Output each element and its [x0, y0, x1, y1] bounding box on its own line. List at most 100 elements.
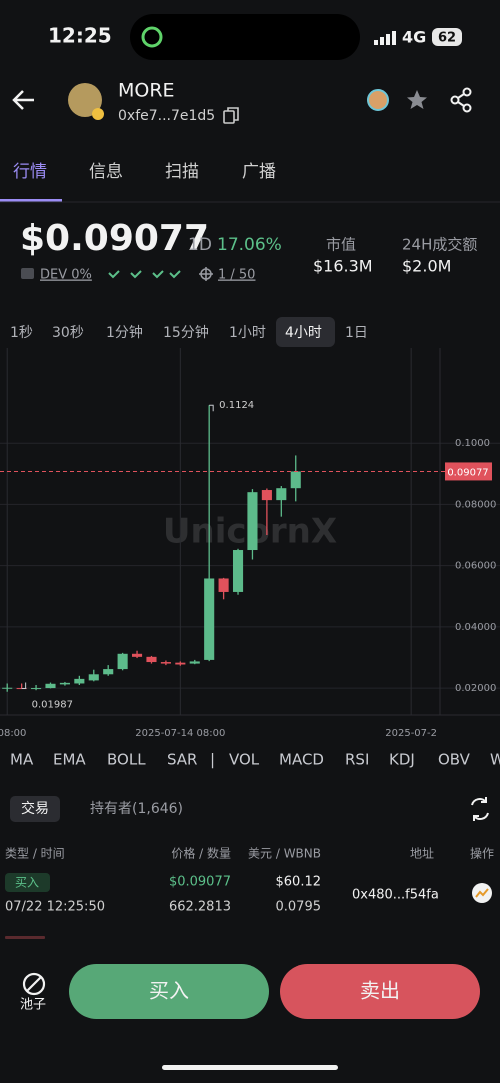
timeframe[interactable]: 1分钟 [106, 324, 143, 341]
current-price-box [445, 462, 492, 481]
indicator[interactable]: MA [10, 751, 34, 769]
action-glyph [475, 888, 489, 898]
volume: $2.0M [402, 257, 451, 276]
table-header: 地址 [410, 847, 434, 861]
candle-body [232, 550, 244, 592]
tab[interactable]: 扫描 [165, 162, 199, 182]
candle-body [247, 492, 258, 551]
pancake-icon[interactable] [367, 89, 389, 111]
buy-button[interactable] [69, 964, 269, 1019]
token-name: MORE [118, 80, 175, 102]
tab-underline [0, 199, 62, 202]
holders-tab[interactable]: 持有者(1,646) [90, 801, 183, 817]
indicator[interactable]: OBV [438, 751, 471, 769]
candle-body [117, 653, 128, 670]
table-header: 操作 [470, 846, 494, 861]
timeframe-selected [276, 317, 335, 347]
x-tick-label: 2025-07-2 [385, 728, 437, 739]
tab[interactable]: 行情 [13, 162, 47, 182]
table-header: 价格 / 数量 [171, 846, 231, 861]
indicator[interactable]: | [210, 751, 215, 769]
annotation: 0.1124 [219, 400, 254, 411]
annotation-pointer [209, 404, 214, 412]
network: 4G [402, 28, 426, 47]
candle-body [132, 653, 143, 657]
indicator[interactable]: RSI [345, 751, 369, 769]
copy-button[interactable] [223, 107, 239, 124]
trades-tab[interactable]: 交易 [21, 800, 49, 817]
signal-icon [374, 31, 396, 45]
y-tick-label: 0.06000 [455, 561, 496, 572]
pool-label[interactable]: 池子 [20, 998, 46, 1013]
chart: UnicornX0.020000.040000.060000.080000.10… [0, 348, 500, 739]
annotation: 0.01987 [32, 699, 73, 710]
indicator[interactable]: VOL [229, 751, 260, 769]
annotation-pointer [21, 682, 27, 689]
candle-body [218, 578, 229, 592]
share-button[interactable] [450, 87, 472, 113]
indicator[interactable]: BOLL [107, 751, 146, 769]
candle-body [204, 578, 215, 660]
dev-icon [21, 268, 34, 279]
indicator[interactable]: KDJ [389, 751, 415, 769]
candle-body [146, 656, 157, 663]
market-cap: $16.3M [313, 257, 373, 276]
x-tick-label: 2025-07-14 08:00 [135, 728, 225, 739]
market-cap-label: 市值 [326, 236, 356, 254]
dev-share[interactable]: DEV 0% [40, 268, 92, 283]
indicator[interactable]: EMA [53, 751, 86, 769]
y-tick-label: 0.02000 [455, 683, 496, 694]
candle-body [175, 662, 186, 665]
candle-body [74, 678, 85, 684]
buy-label[interactable]: 买入 [149, 979, 189, 1003]
timeframe[interactable]: 30秒 [52, 325, 84, 341]
trade-amount: 662.2813 [169, 900, 231, 915]
holders-ratio[interactable]: 1 / 50 [218, 268, 255, 283]
volume-label: 24H成交额 [402, 236, 477, 254]
favorite-button[interactable] [407, 90, 427, 109]
x-tick-label: 1 08:00 [0, 728, 26, 739]
trade-address[interactable]: 0x480...f54fa [352, 888, 439, 903]
back-button[interactable] [12, 90, 34, 110]
timeframe[interactable]: 15分钟 [163, 324, 209, 341]
candle-body [189, 661, 200, 664]
candle-body [160, 662, 171, 664]
indicator[interactable]: W [490, 751, 500, 769]
timeframe[interactable]: 1小时 [229, 325, 266, 341]
sell-button[interactable] [280, 964, 480, 1019]
timeframe[interactable]: 1秒 [10, 325, 33, 341]
timeframe[interactable]: 4小时 [285, 325, 322, 341]
pool-icon[interactable] [22, 972, 46, 996]
trades-tab-bg [10, 796, 60, 822]
indicator[interactable]: MACD [279, 751, 324, 769]
candle-body [276, 488, 287, 501]
refresh-button[interactable] [471, 797, 489, 821]
candle-body [261, 490, 272, 501]
price-change: 17.06% [217, 235, 282, 255]
trade-time: 07/22 12:25:50 [5, 900, 105, 915]
home-indicator [162, 1065, 338, 1070]
trade-price: $0.09077 [169, 875, 231, 890]
timeframe[interactable]: 1日 [345, 325, 368, 341]
next-row-badge [5, 936, 45, 939]
y-tick-label: 0.08000 [455, 499, 496, 510]
type-badge [5, 873, 50, 892]
check-icons [108, 270, 181, 279]
x-axis-labels: 1 08:00 2025-07-14 08:00 2025-07-2 [0, 348, 437, 739]
candle-body [290, 471, 301, 489]
target-icon [199, 267, 213, 281]
island-icon [141, 26, 163, 48]
candle-body [31, 688, 42, 690]
candle-body [103, 669, 114, 675]
y-tick-label: 0.1000 [455, 438, 490, 449]
candle-body [45, 683, 56, 689]
sell-label[interactable]: 卖出 [360, 979, 400, 1003]
period: 1D [188, 235, 212, 255]
trade-type: 买入 [15, 876, 39, 890]
indicator[interactable]: SAR [167, 751, 197, 769]
candle-body [88, 674, 99, 681]
tab[interactable]: 信息 [89, 162, 123, 182]
logo-badge [92, 108, 104, 120]
tab[interactable]: 广播 [242, 162, 276, 182]
